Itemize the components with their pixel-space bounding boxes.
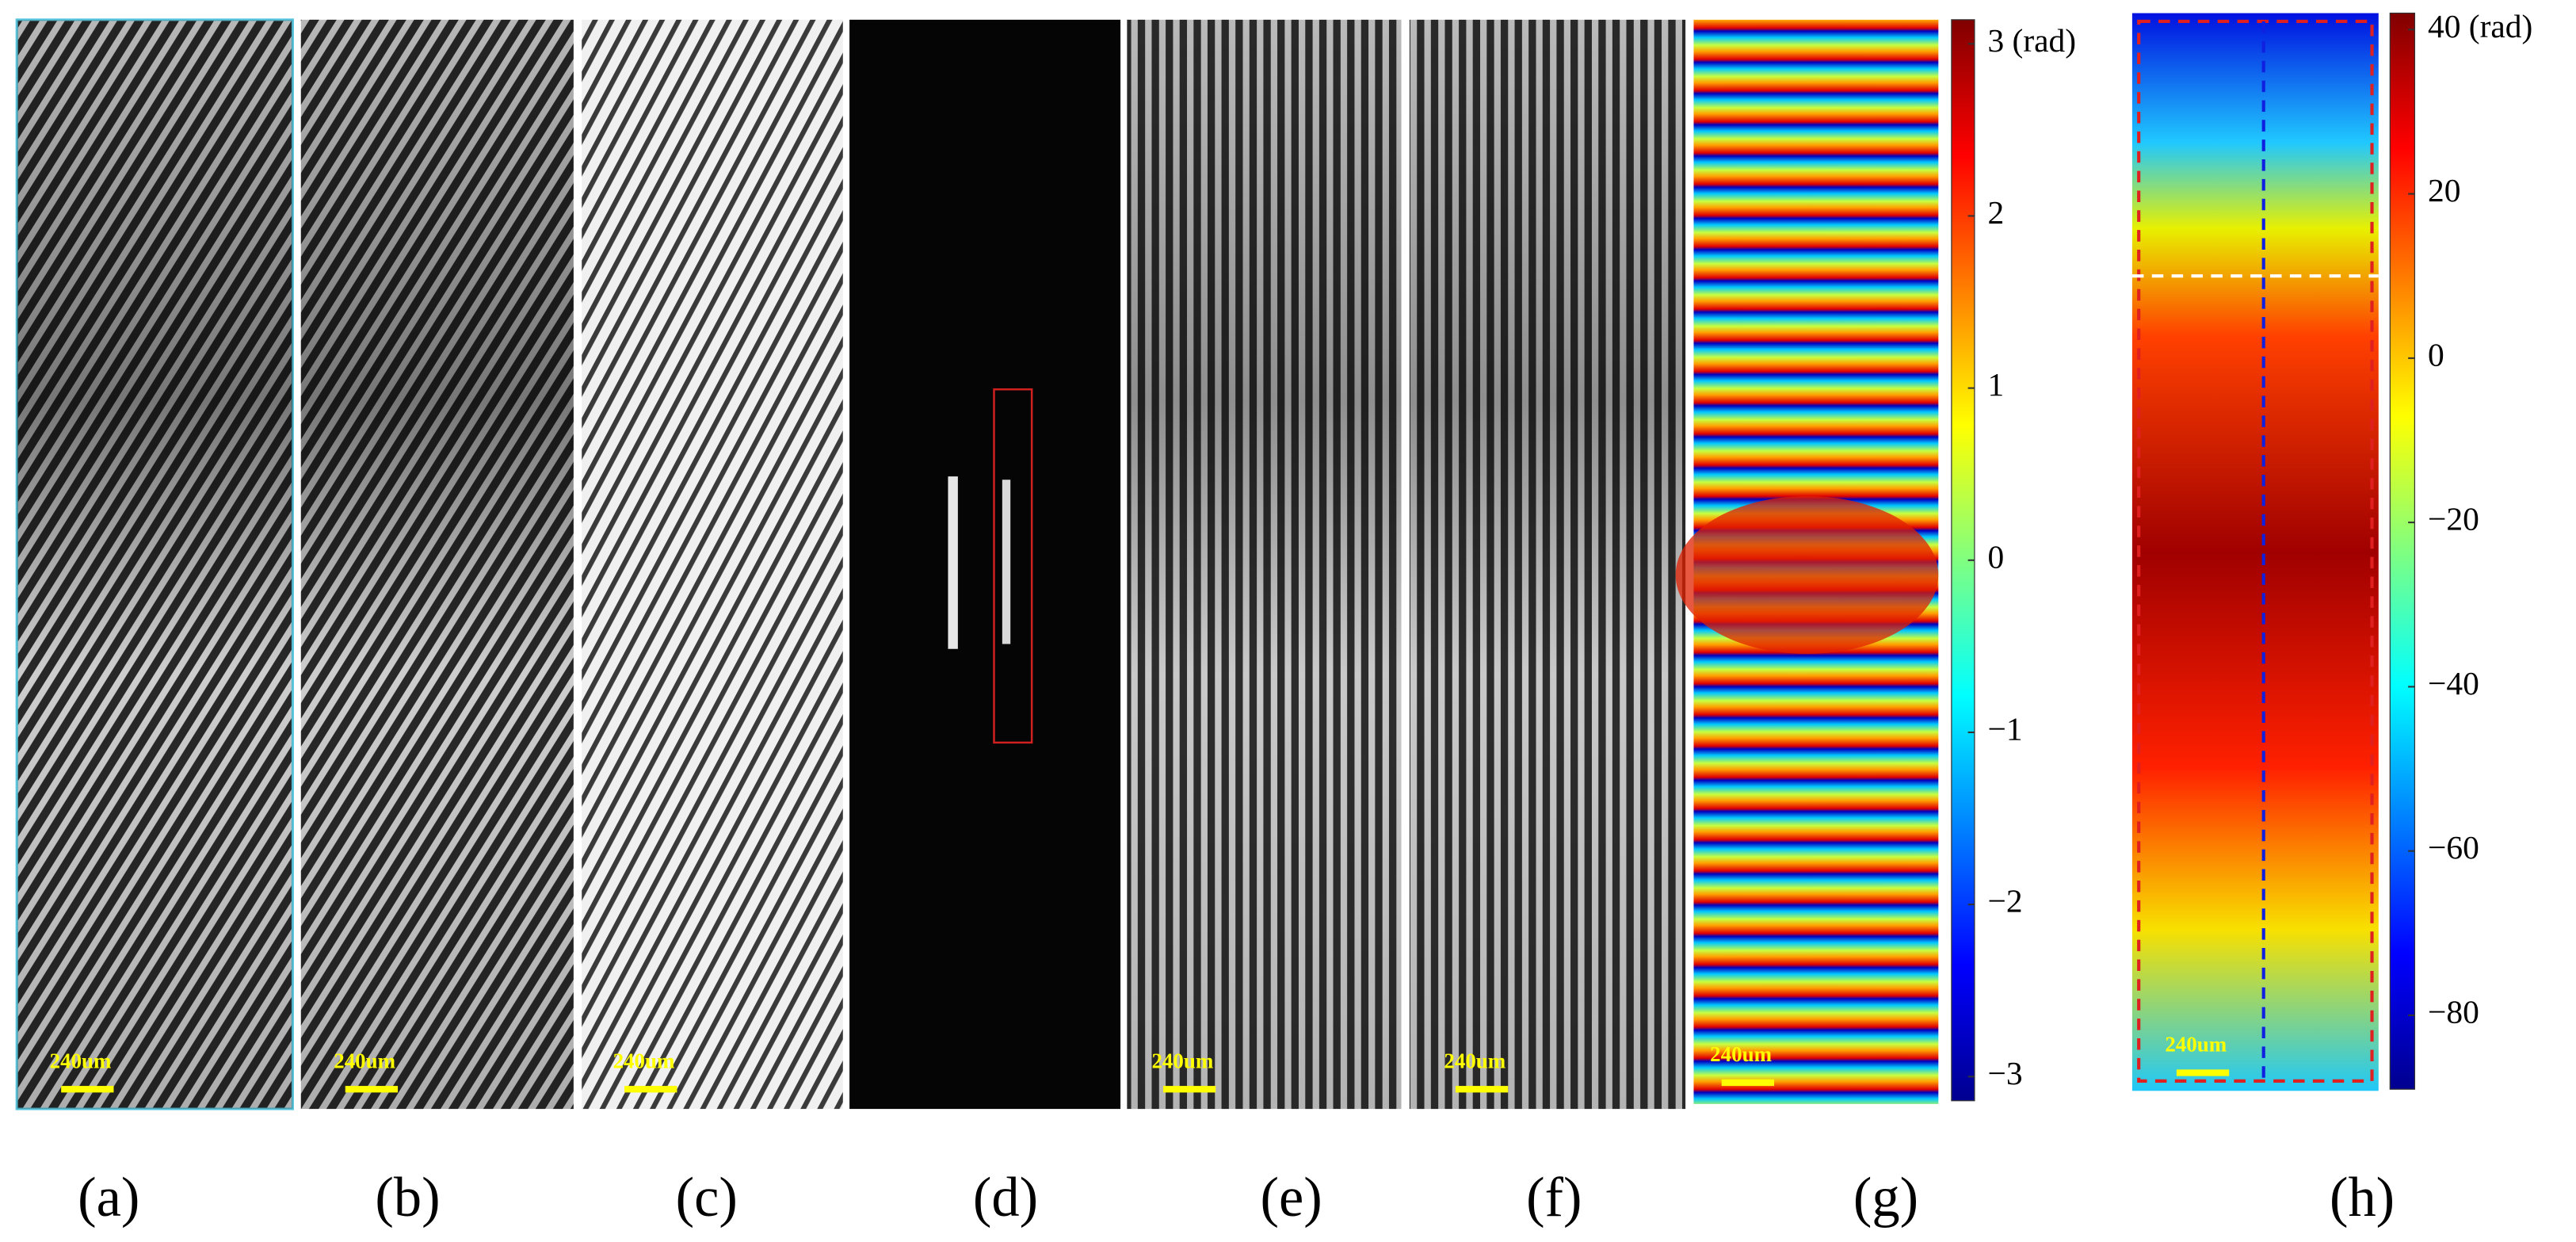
phase-region (1675, 495, 1939, 654)
image-h (2131, 13, 2379, 1091)
scale-bar (61, 1086, 114, 1093)
scale-bar (624, 1086, 677, 1093)
panel-label: (d) (973, 1167, 1038, 1229)
panel-label: (g) (1853, 1167, 1918, 1229)
scale-bar-label: 240um (1710, 1042, 1772, 1066)
spectrum-peak (948, 476, 958, 649)
colorbar-tick-label: 1 (1987, 366, 2004, 403)
scale-bar-label: 240um (1151, 1049, 1213, 1072)
colorbar-tick-label: −1 (1987, 711, 2022, 747)
panel-label: (e) (1261, 1167, 1322, 1229)
colorbar-tick-label: 40 (rad) (2428, 8, 2532, 45)
colorbar-tick-label: 0 (2428, 336, 2444, 373)
scale-bar (1721, 1079, 1775, 1087)
colorbar-tick-label: −40 (2428, 665, 2479, 701)
image-d (849, 19, 1121, 1110)
scale-bar-label: 240um (1444, 1049, 1506, 1072)
spectrum-peak (1002, 480, 1011, 644)
colorbar-tick-label: −20 (2428, 501, 2479, 537)
scale-bar (1455, 1086, 1509, 1093)
colorbar-tick-label: 0 (1987, 538, 2004, 575)
colorbar-tick-label: 2 (1987, 194, 2004, 231)
panel-label: (a) (78, 1167, 139, 1229)
scale-bar-label: 240um (50, 1049, 112, 1072)
scale-bar (2176, 1069, 2230, 1076)
image-c (582, 19, 843, 1110)
scale-bar-label: 240um (2165, 1033, 2227, 1057)
colorbar-tick-label: −60 (2428, 829, 2479, 866)
shading (1127, 19, 1402, 1110)
scale-bar-label: 240um (613, 1049, 675, 1072)
filter-window (993, 388, 1033, 744)
shading (17, 19, 293, 1110)
scale-bar (345, 1086, 399, 1093)
colorbar-h (2389, 12, 2416, 1090)
annotations: (a)240um(b)240um(c)240um(d) (e)240um(f)24… (50, 8, 2533, 1229)
roi-box (2137, 19, 2374, 1083)
colorbar-tick-label: 20 (2428, 172, 2460, 208)
colorbar-tick-label: −2 (1987, 883, 2022, 919)
colorbar-tick-label: 3 (rad) (1987, 22, 2076, 59)
panel-images (15, 12, 2416, 1110)
panel-label: (f) (1526, 1167, 1582, 1229)
shading (300, 19, 574, 1110)
panel-label: (h) (2330, 1167, 2395, 1229)
colorbar-tick-label: −3 (1987, 1055, 2022, 1091)
scale-bar (1162, 1086, 1216, 1093)
shading (1409, 19, 1686, 1110)
panel-label: (b) (375, 1167, 440, 1229)
panel-label: (c) (676, 1167, 738, 1229)
scale-bar-label: 240um (334, 1049, 395, 1072)
colorbar-tick-label: −80 (2428, 993, 2479, 1030)
